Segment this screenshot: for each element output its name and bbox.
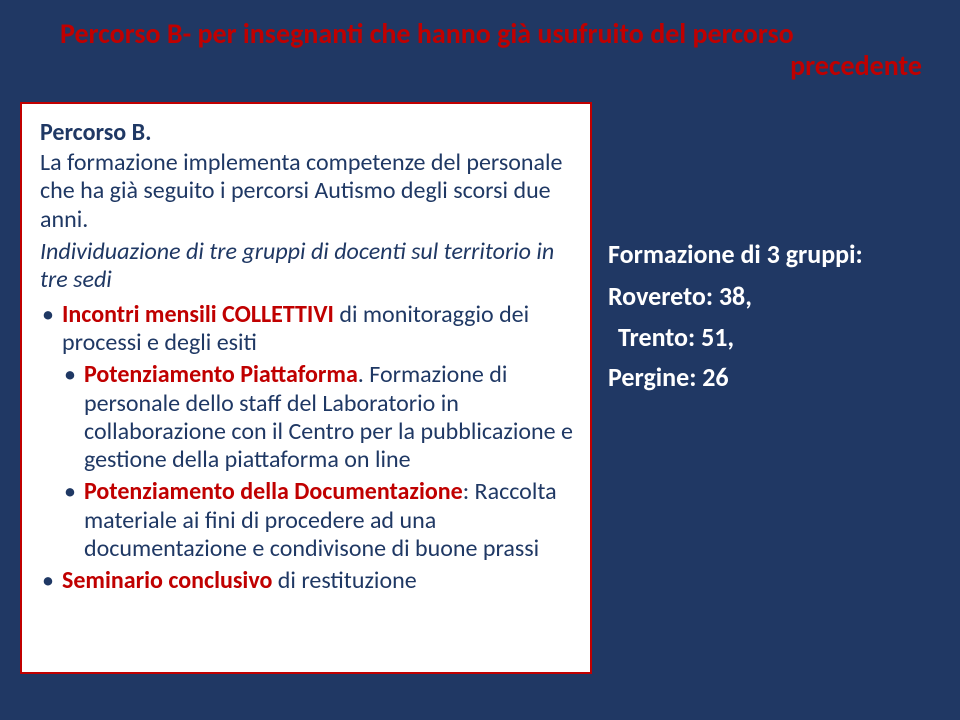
bullet-2b: Potenziamento della Documentazione: Racc…	[62, 478, 574, 563]
bullet-1: Incontri mensili COLLETTIVI di monitorag…	[40, 301, 574, 564]
bullet-list: Incontri mensili COLLETTIVI di monitorag…	[40, 301, 574, 596]
right-line-2: Trento: 51,	[608, 317, 932, 357]
bullet-2b-bold: Potenziamento della Documentazione	[84, 477, 463, 506]
bullet-3: Seminario conclusivo di restituzione	[40, 567, 574, 595]
inner-bullet-list: Potenziamento Piattaforma. Formazione di…	[62, 361, 574, 563]
title-line-2: precedente	[60, 50, 930, 82]
right-line-3: Pergine: 26	[608, 357, 932, 397]
bullet-2a: Potenziamento Piattaforma. Formazione di…	[62, 361, 574, 474]
title-line-1: Percorso B- per insegnanti che hanno già…	[60, 18, 930, 50]
right-panel: Formazione di 3 gruppi: Rovereto: 38, Tr…	[608, 234, 932, 397]
slide-title: Percorso B- per insegnanti che hanno già…	[60, 18, 930, 82]
right-panel-heading: Formazione di 3 gruppi:	[608, 234, 932, 274]
left-panel-heading: Percorso B.	[40, 118, 574, 147]
bullet-1-bold: Incontri mensili COLLETTIVI	[62, 300, 339, 329]
right-line-1: Rovereto: 38,	[608, 276, 932, 316]
left-panel: Percorso B. La formazione implementa com…	[20, 102, 592, 674]
left-panel-subintro: Individuazione di tre gruppi di docenti …	[40, 238, 574, 295]
bullet-3-bold: Seminario conclusivo	[62, 566, 278, 595]
left-panel-intro: La formazione implementa competenze del …	[40, 149, 574, 234]
bullet-2a-bold: Potenziamento Piattaforma	[84, 360, 358, 389]
bullet-3-rest: di restituzione	[278, 566, 417, 595]
